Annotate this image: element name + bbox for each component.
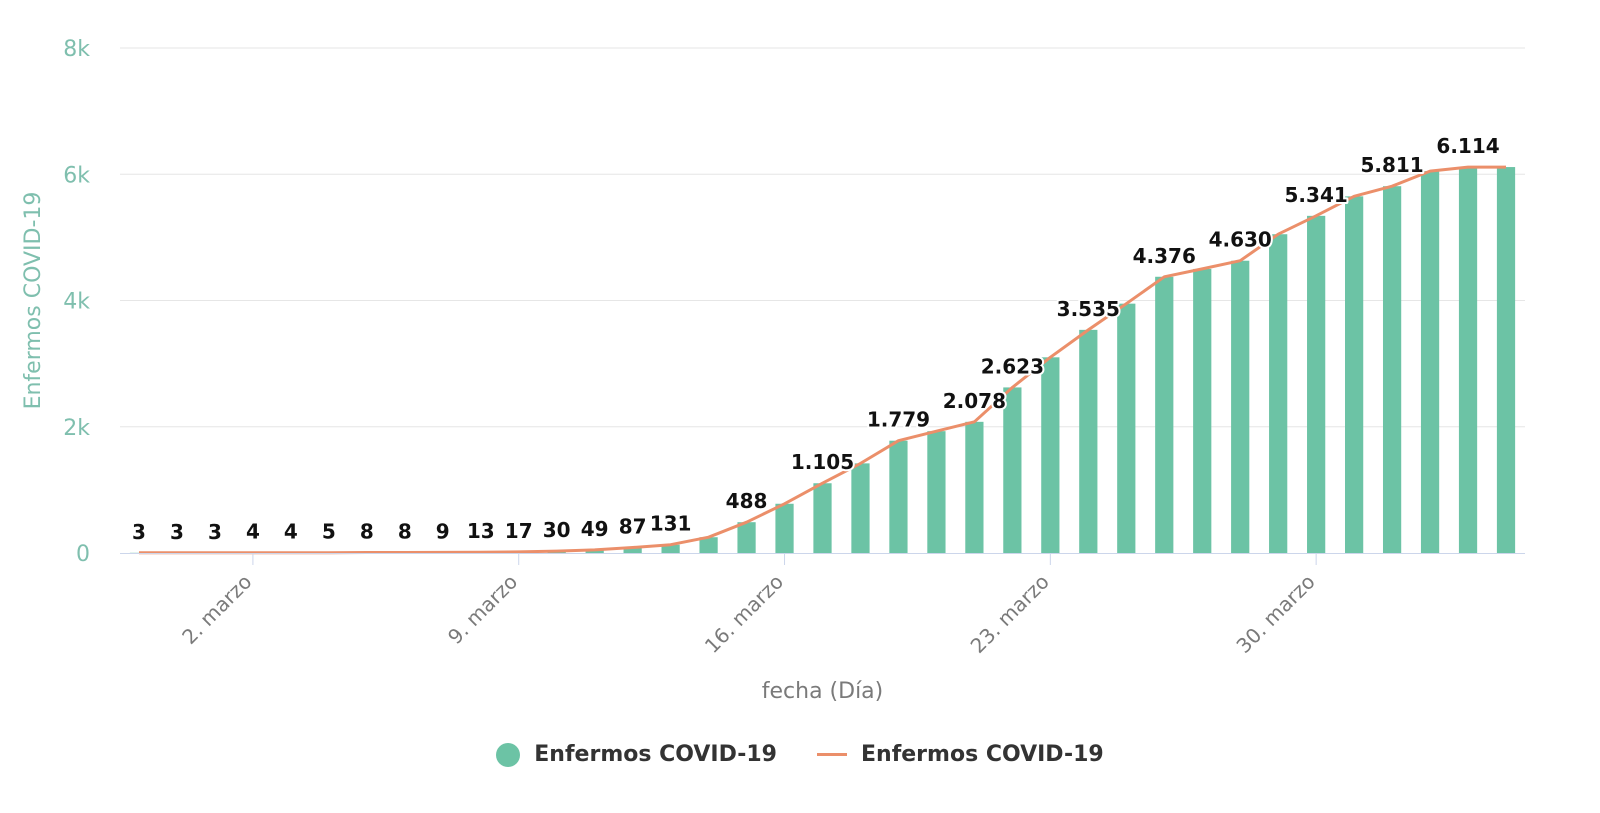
y-tick-label: 8k bbox=[63, 37, 90, 62]
x-tick-label: 16. marzo bbox=[700, 570, 788, 658]
bar[interactable] bbox=[585, 549, 604, 553]
data-label: 3 bbox=[132, 520, 146, 544]
y-tick-label: 6k bbox=[63, 163, 90, 188]
data-label: 1.105 bbox=[791, 450, 854, 474]
bar[interactable] bbox=[1079, 329, 1098, 553]
data-label: 3.535 bbox=[1057, 297, 1120, 321]
bar[interactable] bbox=[1420, 171, 1440, 553]
data-label: 9 bbox=[436, 519, 450, 543]
line-series bbox=[139, 165, 1506, 555]
x-tick-label: 9. marzo bbox=[443, 570, 522, 649]
x-tick-label: 2. marzo bbox=[177, 570, 256, 649]
data-label: 3 bbox=[170, 520, 184, 544]
bar[interactable] bbox=[1231, 260, 1250, 553]
x-tick-label: 23. marzo bbox=[966, 570, 1054, 658]
y-tick-label: 2k bbox=[63, 416, 90, 441]
bar[interactable] bbox=[1269, 234, 1288, 553]
legend: Enfermos COVID-19 Enfermos COVID-19 bbox=[0, 742, 1600, 767]
x-tick-label: 30. marzo bbox=[1231, 570, 1319, 658]
data-label: 30 bbox=[543, 518, 571, 542]
bar[interactable] bbox=[1155, 276, 1174, 553]
x-axis-title: fecha (Día) bbox=[762, 679, 884, 704]
bar[interactable] bbox=[775, 503, 794, 553]
data-label: 17 bbox=[505, 519, 533, 543]
legend-item-line[interactable]: Enfermos COVID-19 bbox=[817, 742, 1104, 767]
x-axis-ticks: 2. marzo 9. marzo 16. marzo 23. marzo 30. ma… bbox=[177, 553, 1320, 658]
bar[interactable] bbox=[1382, 186, 1402, 554]
bar[interactable] bbox=[1307, 215, 1326, 554]
legend-dot-icon bbox=[496, 742, 521, 767]
data-label: 4 bbox=[284, 520, 298, 544]
data-label: 3 bbox=[208, 520, 222, 544]
data-label: 8 bbox=[360, 519, 374, 543]
bar[interactable] bbox=[699, 537, 718, 553]
bar[interactable] bbox=[1345, 196, 1364, 553]
legend-label-line: Enfermos COVID-19 bbox=[861, 742, 1104, 767]
data-label: 6.114 bbox=[1436, 134, 1499, 158]
data-label: 49 bbox=[581, 517, 609, 541]
data-label: 87 bbox=[619, 515, 647, 539]
data-labels: 3 3 3 4 4 5 8 8 9 13 17 30 49 87 1314881.1051.7792.078… bbox=[130, 132, 1502, 546]
bar[interactable] bbox=[1003, 387, 1022, 553]
data-label: 2.078 bbox=[943, 389, 1006, 413]
bar[interactable] bbox=[813, 483, 832, 553]
data-label: 5.341 bbox=[1285, 183, 1348, 207]
data-label: 131 bbox=[650, 512, 692, 536]
bar[interactable] bbox=[737, 522, 756, 553]
data-label: 1.779 bbox=[867, 408, 930, 432]
data-label: 8 bbox=[398, 519, 412, 543]
bar[interactable] bbox=[1041, 357, 1060, 553]
data-label: 488 bbox=[726, 489, 768, 513]
bar[interactable] bbox=[1458, 167, 1478, 553]
y-axis-title: Enfermos COVID-19 bbox=[21, 192, 46, 410]
data-label: 2.623 bbox=[981, 354, 1044, 378]
data-label: 4.376 bbox=[1133, 244, 1196, 268]
bar[interactable] bbox=[889, 440, 908, 553]
bar[interactable] bbox=[1496, 167, 1516, 553]
bar[interactable] bbox=[661, 544, 680, 553]
data-label: 4.630 bbox=[1209, 228, 1272, 252]
data-label: 5.811 bbox=[1360, 153, 1423, 177]
legend-label-bars: Enfermos COVID-19 bbox=[534, 742, 777, 767]
data-label: 4 bbox=[246, 520, 260, 544]
bar[interactable] bbox=[1193, 268, 1212, 553]
bar-series bbox=[129, 167, 1516, 554]
bar[interactable] bbox=[965, 421, 984, 553]
data-label: 13 bbox=[467, 519, 495, 543]
y-axis-ticks: 0 2k 4k 6k 8k bbox=[63, 37, 90, 567]
data-label: 5 bbox=[322, 520, 336, 544]
bar[interactable] bbox=[851, 463, 870, 553]
y-tick-label: 0 bbox=[76, 542, 90, 567]
legend-item-bars[interactable]: Enfermos COVID-19 bbox=[496, 742, 777, 767]
bar[interactable] bbox=[1117, 303, 1136, 553]
bar[interactable] bbox=[623, 547, 642, 553]
legend-line-icon bbox=[817, 753, 847, 756]
gridlines bbox=[120, 47, 1525, 428]
bar[interactable] bbox=[927, 431, 946, 553]
y-tick-label: 4k bbox=[63, 290, 90, 315]
